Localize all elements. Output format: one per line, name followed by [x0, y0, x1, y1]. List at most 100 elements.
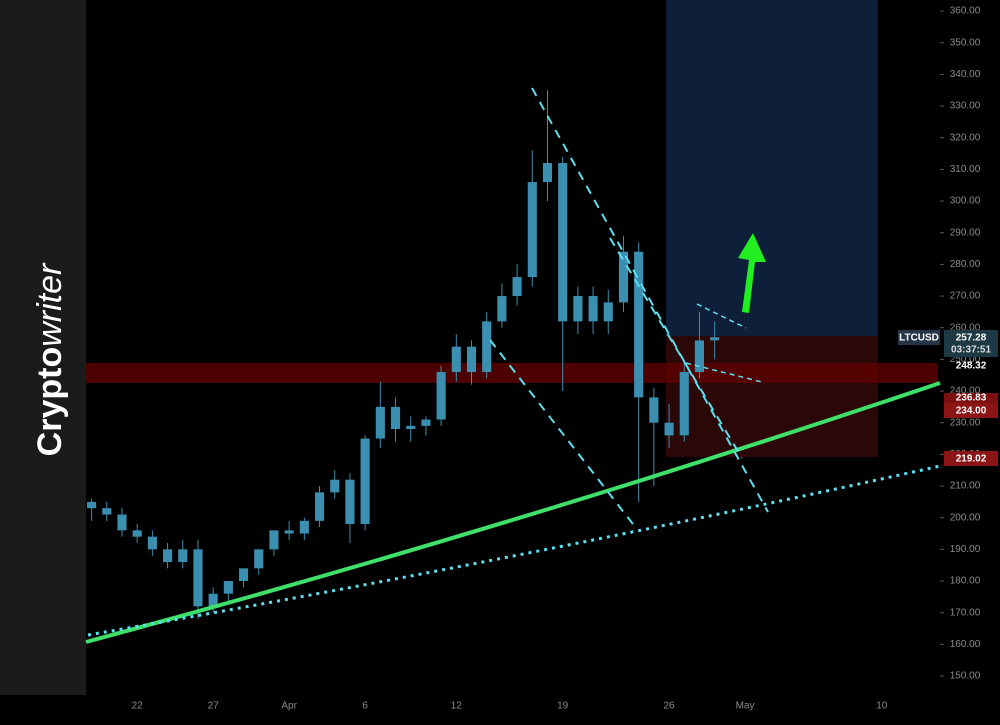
candle-body [208, 593, 218, 607]
level-box [944, 393, 998, 404]
candle-body [102, 508, 112, 515]
y-tick-label: 210.00 [950, 481, 981, 492]
x-tick-label: 26 [664, 701, 676, 712]
y-tick-label: 160.00 [950, 639, 981, 650]
candle-body [497, 296, 507, 322]
x-tick-label: 27 [208, 701, 220, 712]
candle-body [269, 530, 279, 550]
candle-body [390, 406, 401, 430]
candle-body [163, 549, 173, 563]
y-tick-label: 230.00 [950, 417, 981, 428]
candle-body [375, 406, 385, 439]
candle-body [239, 568, 249, 582]
watermark-bold: Crypto [31, 347, 69, 457]
candle-body [649, 397, 659, 423]
candle-body [345, 479, 355, 525]
countdown: 03:37:51 [951, 345, 991, 356]
candle-body [223, 581, 233, 594]
flag-line [696, 303, 747, 329]
y-tick-label: 350.00 [950, 37, 981, 48]
watermark-italic: writer [31, 262, 69, 347]
candle-body [254, 549, 264, 569]
y-tick-label: 330.00 [950, 101, 981, 112]
candle-body [603, 302, 613, 322]
symbol: LTCUSD [899, 333, 939, 344]
candle-body [466, 346, 477, 373]
brand-bar [0, 0, 86, 720]
x-tick-label: 6 [362, 701, 368, 712]
candle-body [664, 422, 674, 436]
candle-body [330, 479, 340, 493]
candle-body [694, 340, 705, 373]
candle-body [87, 501, 97, 509]
candle-body [284, 530, 294, 534]
candle-body [482, 321, 492, 373]
candle-body [512, 277, 522, 297]
x-axis [0, 695, 1000, 720]
x-axis-labels: 22 27 Apr 6 12 19 26 May 10 [132, 701, 888, 712]
watermark: Cryptowriter [31, 262, 69, 456]
channel-line [531, 87, 769, 513]
candle-body [314, 492, 325, 521]
y-tick-label: 310.00 [950, 164, 981, 175]
symbol-box [898, 330, 940, 345]
target-zone [666, 0, 878, 336]
channel-line [609, 237, 743, 459]
up-arrow [738, 233, 766, 313]
candles [87, 90, 720, 620]
candle-body [178, 549, 188, 563]
y-tick-label: 250.00 [950, 354, 981, 365]
candle-body [679, 372, 689, 436]
x-tick-label: 22 [132, 701, 144, 712]
x-tick-label: 10 [876, 701, 888, 712]
last-price-box [944, 330, 998, 357]
y-tick-label: 240.00 [950, 386, 981, 397]
candle-body [558, 163, 568, 322]
candle-body [117, 514, 127, 531]
y-axis: 150.00 160.00 170.00 180.00 190.00 200.00 210.… [940, 6, 981, 682]
candle-body [132, 530, 142, 537]
level-label: 248.32 [956, 361, 987, 372]
y-tick-label: 270.00 [950, 291, 981, 302]
candle-body [573, 296, 583, 322]
y-tick-label: 180.00 [950, 576, 981, 587]
candle-body [360, 438, 370, 525]
last-price: 257.28 [956, 333, 987, 344]
y-tick-label: 190.00 [950, 544, 981, 555]
x-tick-label: 12 [451, 701, 463, 712]
x-tick-label: May [736, 701, 755, 712]
candle-body [710, 337, 720, 341]
y-tick-label: 290.00 [950, 227, 981, 238]
level-label: 236.83 [956, 393, 987, 404]
candle-body [618, 251, 629, 303]
y-tick-label: 320.00 [950, 132, 981, 143]
level-label: 219.02 [956, 454, 987, 465]
x-tick-label: Apr [281, 701, 297, 712]
candle-body [299, 520, 309, 534]
x-tick-label: 19 [557, 701, 569, 712]
candle-body [147, 536, 157, 550]
y-tick-label: 260.00 [950, 322, 981, 333]
candle-body [406, 425, 416, 430]
candle-body [193, 549, 203, 607]
candle-body [451, 346, 461, 373]
y-tick-label: 150.00 [950, 671, 981, 682]
candle-body [634, 251, 644, 398]
y-tick-label: 360.00 [950, 6, 981, 17]
y-tick-label: 170.00 [950, 607, 981, 618]
y-tick-label: 280.00 [950, 259, 981, 270]
support-curve [85, 381, 941, 644]
candle-body [588, 296, 598, 322]
y-tick-label: 340.00 [950, 69, 981, 80]
level-box [944, 403, 998, 418]
candle-body [542, 163, 553, 183]
dotted-curve [87, 464, 941, 637]
channel-line [489, 339, 637, 529]
flag-line [685, 362, 763, 383]
y-tick-label: 200.00 [950, 512, 981, 523]
y-tick-label: 300.00 [950, 196, 981, 207]
level-label: 234.00 [956, 406, 987, 417]
resistance-band [86, 363, 938, 383]
candle-body [436, 372, 446, 420]
